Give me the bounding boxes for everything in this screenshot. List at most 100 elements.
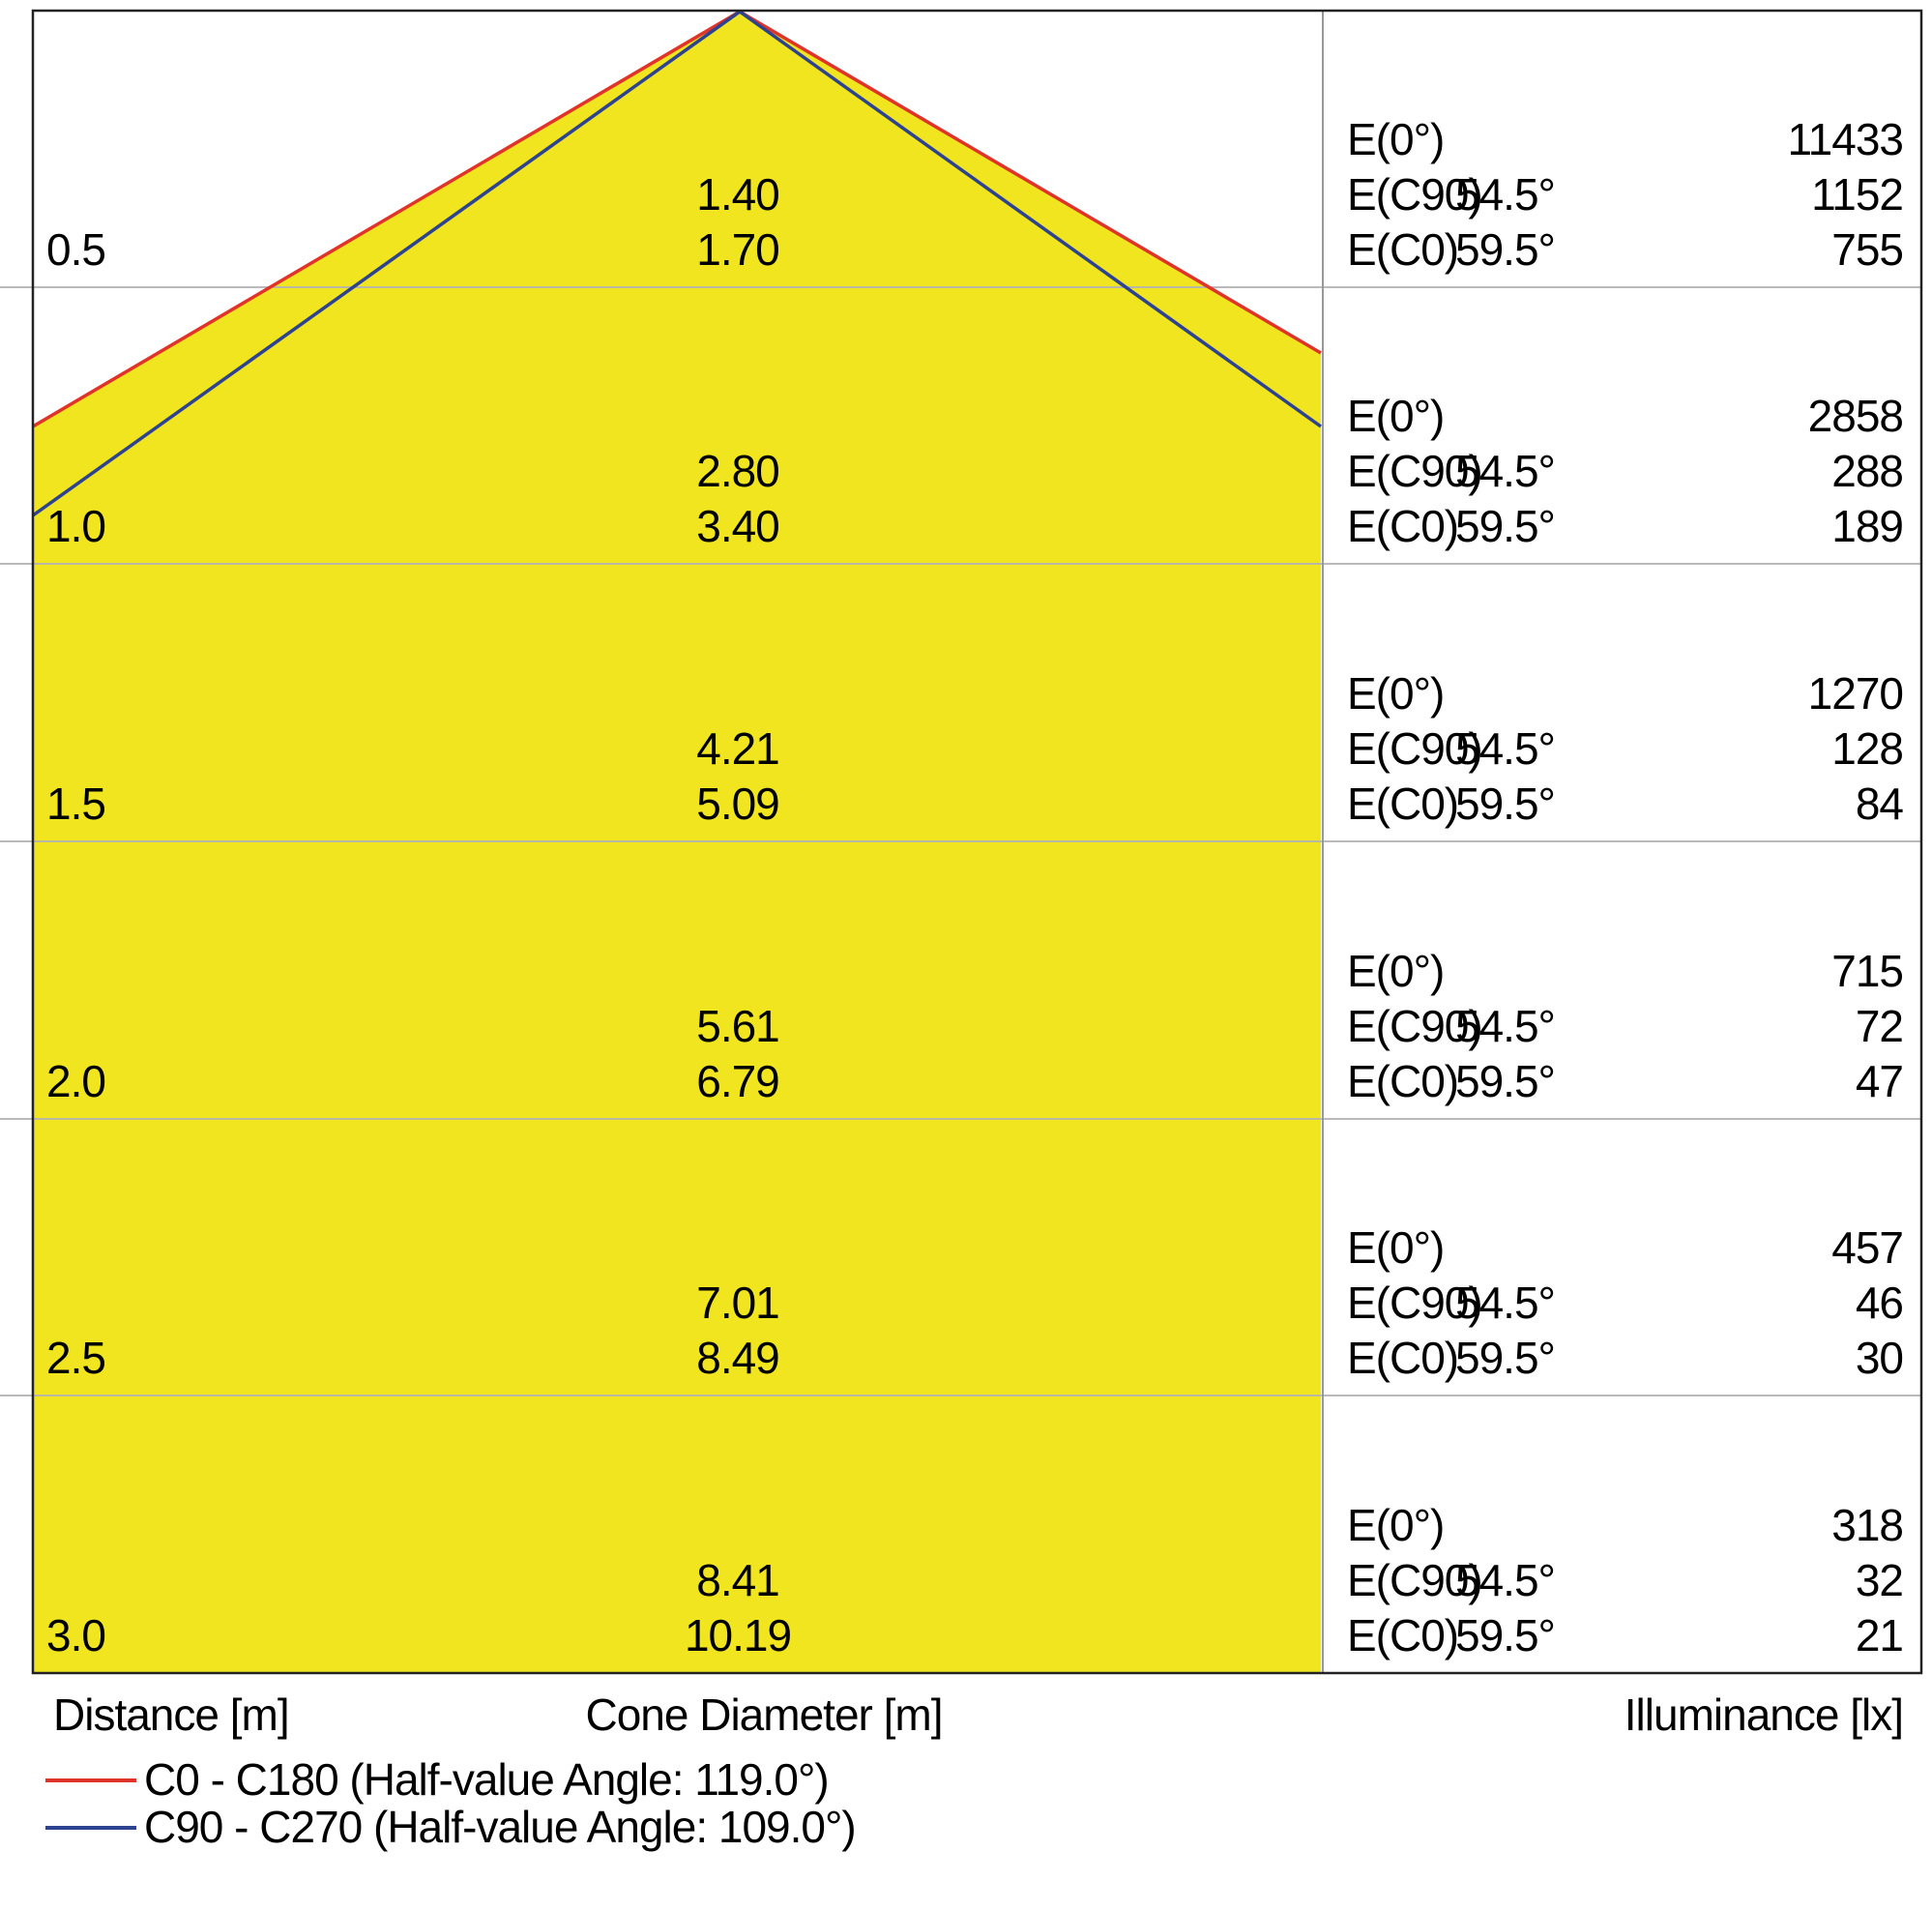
- cone-diameter-c0: 6.79: [696, 1056, 780, 1106]
- cone-diameter-values: 8.41 10.19: [593, 1553, 883, 1663]
- cone-diameter-c90: 1.40: [696, 169, 780, 220]
- ec0-value: 30: [1855, 1333, 1904, 1383]
- c90-c270-beam-line-right: [738, 10, 1323, 428]
- ec0-label: E(C0): [1347, 1333, 1459, 1383]
- cone-diameter-values: 5.61 6.79: [593, 999, 883, 1109]
- c0-c180-line-swatch: [45, 1778, 136, 1782]
- ec90-angle: 54.5°: [1455, 723, 1556, 774]
- e0-value: 2858: [1807, 391, 1904, 441]
- ec0-label: E(C0): [1347, 224, 1459, 275]
- illuminance-block: E(0°) 1270 E(C90) 54.5° 128 E(C0) 59.5° …: [1347, 666, 1904, 832]
- ec90-angle: 54.5°: [1455, 1001, 1556, 1051]
- ec90-angle: 54.5°: [1455, 169, 1556, 220]
- cone-diameter-c0: 5.09: [696, 779, 780, 829]
- cone-diameter-column-label: Cone Diameter [m]: [585, 1690, 943, 1740]
- ec0-angle: 59.5°: [1455, 501, 1556, 551]
- illuminance-line-ec0: E(C0) 59.5° 30: [1347, 1331, 1904, 1386]
- illuminance-block: E(0°) 715 E(C90) 54.5° 72 E(C0) 59.5° 47: [1347, 944, 1904, 1109]
- ec0-angle: 59.5°: [1455, 1333, 1556, 1383]
- cone-diameter-c90: 2.80: [696, 446, 780, 496]
- c0-c180-beam-line-left: [32, 10, 741, 428]
- illuminance-block: E(0°) 457 E(C90) 54.5° 46 E(C0) 59.5° 30: [1347, 1220, 1904, 1386]
- illuminance-block: E(0°) 2858 E(C90) 54.5° 288 E(C0) 59.5° …: [1347, 389, 1904, 554]
- legend-label-c90-c270: C90 - C270 (Half-value Angle: 109.0°): [144, 1802, 857, 1852]
- cone-diameter-values: 4.21 5.09: [593, 721, 883, 832]
- e0-angle: [1455, 1220, 1831, 1276]
- ec90-angle: 54.5°: [1455, 1278, 1556, 1328]
- cone-diameter-c0: 3.40: [696, 501, 780, 551]
- ec0-value: 21: [1855, 1610, 1904, 1660]
- illuminance-line-ec90: E(C90) 54.5° 46: [1347, 1276, 1904, 1331]
- ec90-angle: 54.5°: [1455, 1555, 1556, 1605]
- ec0-label: E(C0): [1347, 1610, 1459, 1660]
- illuminance-line-ec90: E(C90) 54.5° 32: [1347, 1553, 1904, 1608]
- illuminance-line-e0: E(0°) 1270: [1347, 666, 1904, 721]
- row-dividers: [0, 286, 1921, 1396]
- ec90-value: 72: [1855, 1001, 1904, 1051]
- cone-diameter-values: 7.01 8.49: [593, 1276, 883, 1386]
- ec90-value: 32: [1855, 1555, 1904, 1605]
- legend-entry-c0-c180: C0 - C180 (Half-value Angle: 119.0°): [45, 1752, 830, 1807]
- distance-column-label: Distance [m]: [53, 1690, 290, 1740]
- ec90-label: E(C90): [1347, 446, 1483, 496]
- c90-c270-beam-line-left: [31, 10, 742, 517]
- illuminance-column-label: Illuminance [lx]: [1624, 1690, 1904, 1740]
- ec90-angle: 54.5°: [1455, 446, 1556, 496]
- ec0-value: 84: [1855, 779, 1904, 829]
- cone-diameter-c90: 7.01: [696, 1278, 780, 1328]
- illuminance-line-ec0: E(C0) 59.5° 21: [1347, 1608, 1904, 1663]
- ec0-value: 755: [1831, 224, 1904, 275]
- ec0-angle: 59.5°: [1455, 224, 1556, 275]
- distance-value: 1.5: [46, 779, 106, 829]
- cone-diameter-c90: 8.41: [696, 1555, 780, 1605]
- ec90-label: E(C90): [1347, 169, 1483, 220]
- e0-value: 457: [1831, 1222, 1904, 1273]
- cone-diameter-values: 1.40 1.70: [593, 167, 883, 278]
- c0-c180-beam-lines: [32, 10, 1322, 428]
- ec90-value: 1152: [1811, 169, 1904, 220]
- e0-label: E(0°): [1347, 1222, 1445, 1273]
- e0-label: E(0°): [1347, 114, 1445, 164]
- illuminance-line-ec90: E(C90) 54.5° 72: [1347, 999, 1904, 1054]
- e0-value: 715: [1831, 946, 1904, 996]
- c90-c270-line-swatch: [45, 1825, 136, 1830]
- legend-label-c0-c180: C0 - C180 (Half-value Angle: 119.0°): [144, 1754, 830, 1805]
- illuminance-line-ec90: E(C90) 54.5° 128: [1347, 721, 1904, 777]
- ec90-value: 128: [1831, 723, 1904, 774]
- ec0-angle: 59.5°: [1455, 1610, 1556, 1660]
- cone-diameter-c90: 4.21: [696, 723, 780, 774]
- e0-label: E(0°): [1347, 391, 1445, 441]
- distance-value: 3.0: [46, 1610, 106, 1660]
- illuminance-line-ec0: E(C0) 59.5° 755: [1347, 222, 1904, 278]
- ec0-label: E(C0): [1347, 779, 1459, 829]
- cone-diameter-c0: 10.19: [684, 1610, 792, 1660]
- illuminance-line-ec0: E(C0) 59.5° 84: [1347, 777, 1904, 832]
- illuminance-block: E(0°) 318 E(C90) 54.5° 32 E(C0) 59.5° 21: [1347, 1498, 1904, 1663]
- ec90-label: E(C90): [1347, 1001, 1483, 1051]
- illuminance-line-e0: E(0°) 457: [1347, 1220, 1904, 1276]
- e0-angle: [1455, 666, 1808, 721]
- distance-value: 2.5: [46, 1333, 106, 1383]
- e0-label: E(0°): [1347, 1500, 1445, 1550]
- e0-angle: [1455, 389, 1808, 444]
- illuminance-line-ec0: E(C0) 59.5° 189: [1347, 499, 1904, 554]
- e0-value: 318: [1831, 1500, 1904, 1550]
- illuminance-line-ec0: E(C0) 59.5° 47: [1347, 1054, 1904, 1109]
- illuminance-line-e0: E(0°) 715: [1347, 944, 1904, 999]
- illuminance-block: E(0°) 11433 E(C90) 54.5° 1152 E(C0) 59.5…: [1347, 112, 1904, 278]
- ec0-label: E(C0): [1347, 1056, 1459, 1106]
- diagram-border: [31, 9, 1923, 1675]
- e0-angle: [1455, 1498, 1831, 1553]
- ec90-label: E(C90): [1347, 1555, 1483, 1605]
- illuminance-line-ec90: E(C90) 54.5° 288: [1347, 444, 1904, 499]
- illuminance-line-e0: E(0°) 11433: [1347, 112, 1904, 167]
- ec90-label: E(C90): [1347, 1278, 1483, 1328]
- cone-diameter-values: 2.80 3.40: [593, 444, 883, 554]
- illuminance-line-e0: E(0°) 2858: [1347, 389, 1904, 444]
- ec90-value: 288: [1831, 446, 1904, 496]
- illuminance-line-ec90: E(C90) 54.5° 1152: [1347, 167, 1904, 222]
- ec0-angle: 59.5°: [1455, 1056, 1556, 1106]
- distance-value: 0.5: [46, 224, 106, 275]
